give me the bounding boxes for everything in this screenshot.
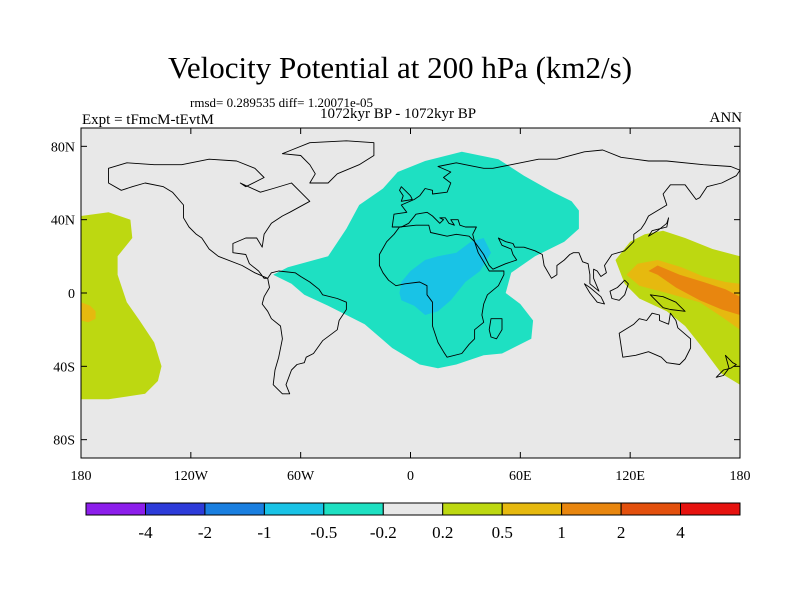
colorbar-boxes: [85, 502, 741, 516]
colorbar-label: 0.5: [492, 523, 513, 542]
y-tick-label: 40N: [51, 214, 75, 229]
region-pacific-positive-0-2-to-0-5: [81, 212, 162, 400]
coastlines: [108, 140, 740, 395]
coastline-eurasia: [391, 149, 740, 292]
experiment-label: Expt = tFmcM-tEvtM: [82, 112, 214, 128]
y-tick-label: 40S: [53, 360, 75, 375]
colorbar-label: -1: [257, 523, 271, 542]
period-label: 1072kyr BP - 1072kyr BP: [320, 106, 477, 122]
coastline-indonesia: [583, 283, 605, 305]
contour-regions: [81, 151, 740, 400]
colorbar-box: [263, 502, 325, 516]
colorbar-label: 4: [676, 523, 685, 542]
y-tick-label: 80N: [51, 140, 75, 155]
colorbar-box: [680, 502, 741, 516]
x-tick-label: 120E: [615, 469, 645, 484]
season-label: ANN: [709, 110, 743, 126]
colorbar-labels: -4 -2 -1 -0.5 -0.2 0.2 0.5 1 2 4: [138, 523, 685, 542]
colorbar-box: [561, 502, 622, 516]
colorbar-box: [204, 502, 265, 516]
coastline-new-zealand: [715, 354, 737, 378]
coastline-madagascar: [488, 318, 503, 340]
colorbar-box: [620, 502, 682, 516]
x-tick-label: 180: [71, 469, 92, 484]
colorbar-label: -4: [138, 523, 153, 542]
coastline-japan: [648, 217, 670, 237]
rmsd-label: rmsd= 0.289535 diff= 1.20071e-05: [190, 95, 374, 110]
colorbar-box: [145, 502, 206, 516]
region-africa-core-0-5-to-1: [399, 238, 491, 315]
x-tick-label: 180: [730, 469, 751, 484]
coastline-africa: [378, 224, 505, 358]
y-tick-label: 80S: [53, 434, 75, 449]
colorbar-label: 0.2: [432, 523, 453, 542]
x-tick-label: 60E: [509, 469, 532, 484]
colorbar-box: [501, 502, 563, 516]
coastline-borneo: [609, 279, 629, 301]
colorbar-label: -0.5: [310, 523, 337, 542]
colorbar-label: -2: [198, 523, 212, 542]
coastline-australia: [618, 312, 692, 365]
coastline-south-america: [261, 270, 347, 395]
axis-ticks: 180 120W 60W 0 60E 120E 180 80N 40N 0 40S 80S: [51, 128, 751, 484]
region-pacific-max-0-5-to-1: [81, 302, 96, 323]
y-tick-label: 0: [68, 287, 75, 302]
x-tick-label: 120W: [174, 469, 209, 484]
colorbar-label: 1: [557, 523, 566, 542]
coastline-great-britain: [399, 186, 413, 202]
x-tick-label: 60W: [287, 469, 315, 484]
colorbar-label: -0.2: [370, 523, 397, 542]
colorbar-box: [85, 502, 146, 516]
x-tick-label: 0: [407, 469, 414, 484]
colorbar-label: 2: [617, 523, 626, 542]
colorbar-box: [442, 502, 503, 516]
colorbar-box: [323, 502, 384, 516]
coastline-north-america: [108, 158, 311, 279]
coastline-new-guinea: [649, 294, 686, 312]
colorbar-box: [382, 502, 444, 516]
region-western-pacific-peak-1-to-2: [648, 265, 740, 315]
region-western-pacific-max-0-5-to-1: [626, 260, 740, 330]
chart-title: Velocity Potential at 200 hPa (km2/s): [167, 50, 633, 85]
coastline-greenland: [281, 140, 375, 184]
